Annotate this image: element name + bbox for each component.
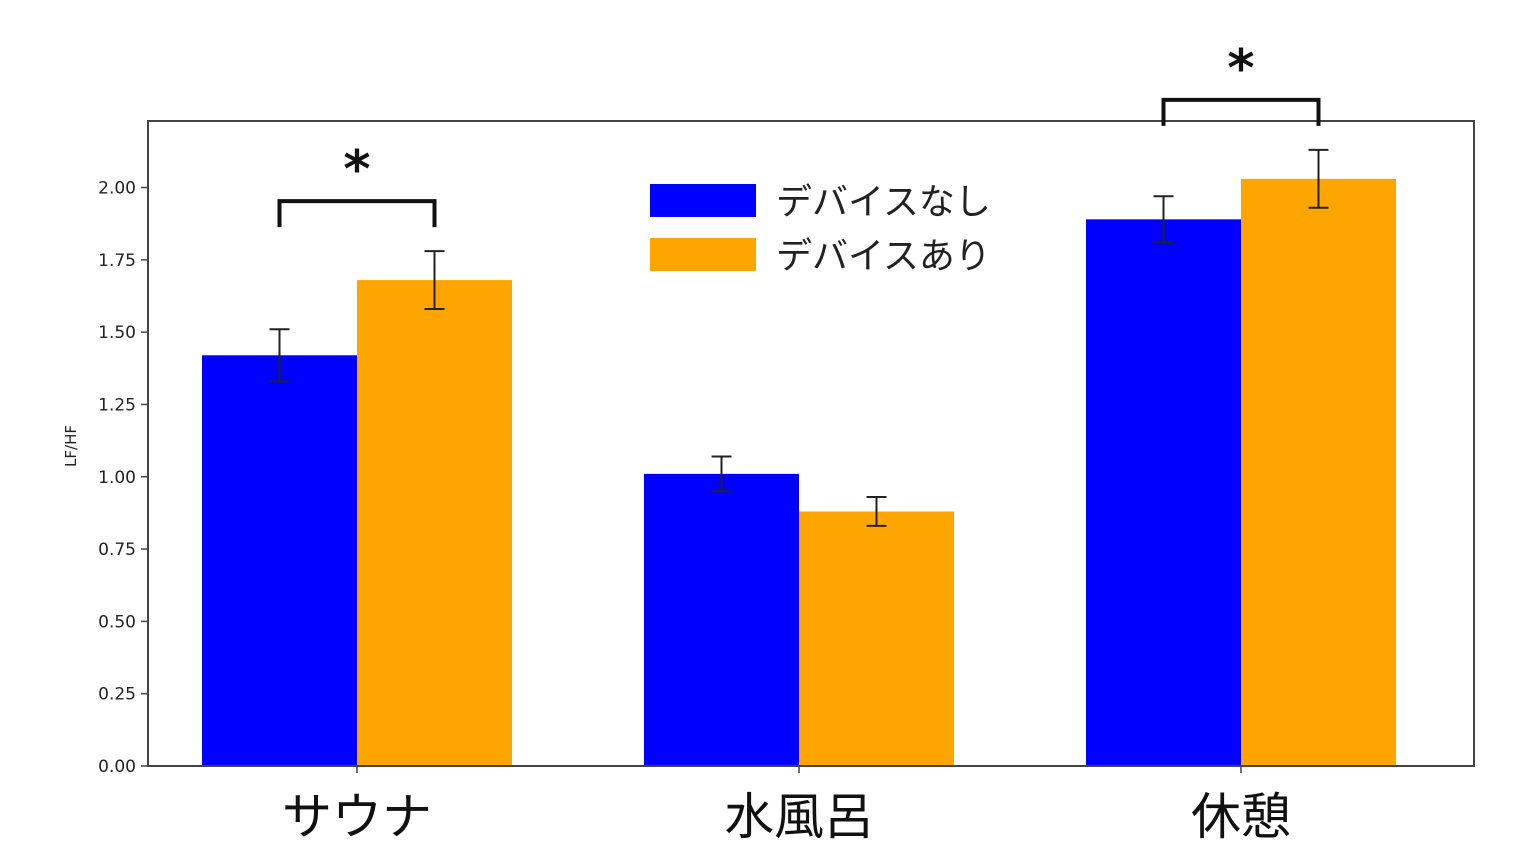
significance-markers: **	[277, 39, 1321, 228]
significance-bracket	[1161, 97, 1321, 126]
y-axis: 0.00 0.25 0.50 0.75 1.00 1.25 1.50 1.75 2.00	[98, 179, 148, 777]
bar	[799, 511, 954, 766]
bar	[644, 473, 799, 766]
legend-label: デバイスなし	[776, 182, 991, 223]
y-tick-label: 0.50	[98, 612, 136, 632]
significance-asterisk: *	[1227, 39, 1254, 99]
x-tick-label: 休憩	[1191, 788, 1291, 846]
significance-asterisk: *	[343, 140, 370, 200]
legend-swatch	[650, 238, 756, 271]
y-tick-label: 0.25	[98, 685, 136, 705]
bar	[202, 355, 357, 766]
error-bars-layer	[269, 148, 1329, 527]
x-tick-label: 水風呂	[724, 788, 874, 846]
y-tick-label: 0.00	[98, 757, 136, 777]
x-axis: サウナ 水風呂 休憩	[282, 766, 1291, 846]
bar	[1086, 219, 1241, 766]
y-tick-label: 1.25	[98, 395, 136, 415]
bar	[1241, 178, 1396, 766]
y-tick-label: 1.75	[98, 251, 136, 271]
y-tick-label: 1.50	[98, 323, 136, 343]
significance-bracket	[277, 199, 437, 228]
legend-label: デバイスあり	[776, 236, 991, 277]
y-axis-label: LF/HF	[62, 425, 80, 467]
y-tick-label: 1.00	[98, 468, 136, 488]
legend-swatch	[650, 184, 756, 217]
bar	[357, 280, 512, 766]
plot-frame	[147, 120, 1475, 767]
y-tick-label: 0.75	[98, 540, 136, 560]
bars-layer	[202, 178, 1396, 766]
y-tick-label: 2.00	[98, 179, 136, 199]
x-tick-label: サウナ	[282, 788, 432, 846]
